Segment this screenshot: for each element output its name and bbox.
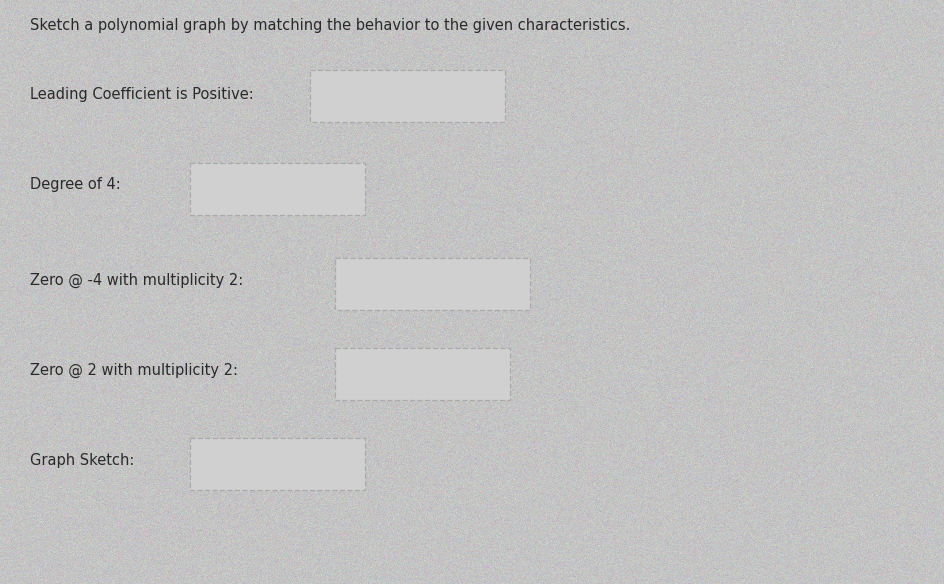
Text: Sketch a polynomial graph by matching the behavior to the given characteristics.: Sketch a polynomial graph by matching th… xyxy=(30,18,631,33)
Text: Zero @ 2 with multiplicity 2:: Zero @ 2 with multiplicity 2: xyxy=(30,363,238,378)
Bar xyxy=(190,438,365,490)
Bar xyxy=(190,163,365,215)
Text: Leading Coefficient is Positive:: Leading Coefficient is Positive: xyxy=(30,88,254,103)
Text: Degree of 4:: Degree of 4: xyxy=(30,178,121,193)
Text: Zero @ -4 with multiplicity 2:: Zero @ -4 with multiplicity 2: xyxy=(30,272,244,287)
Bar xyxy=(310,70,505,122)
Text: Graph Sketch:: Graph Sketch: xyxy=(30,453,134,468)
Bar xyxy=(335,348,510,400)
Bar xyxy=(335,258,530,310)
